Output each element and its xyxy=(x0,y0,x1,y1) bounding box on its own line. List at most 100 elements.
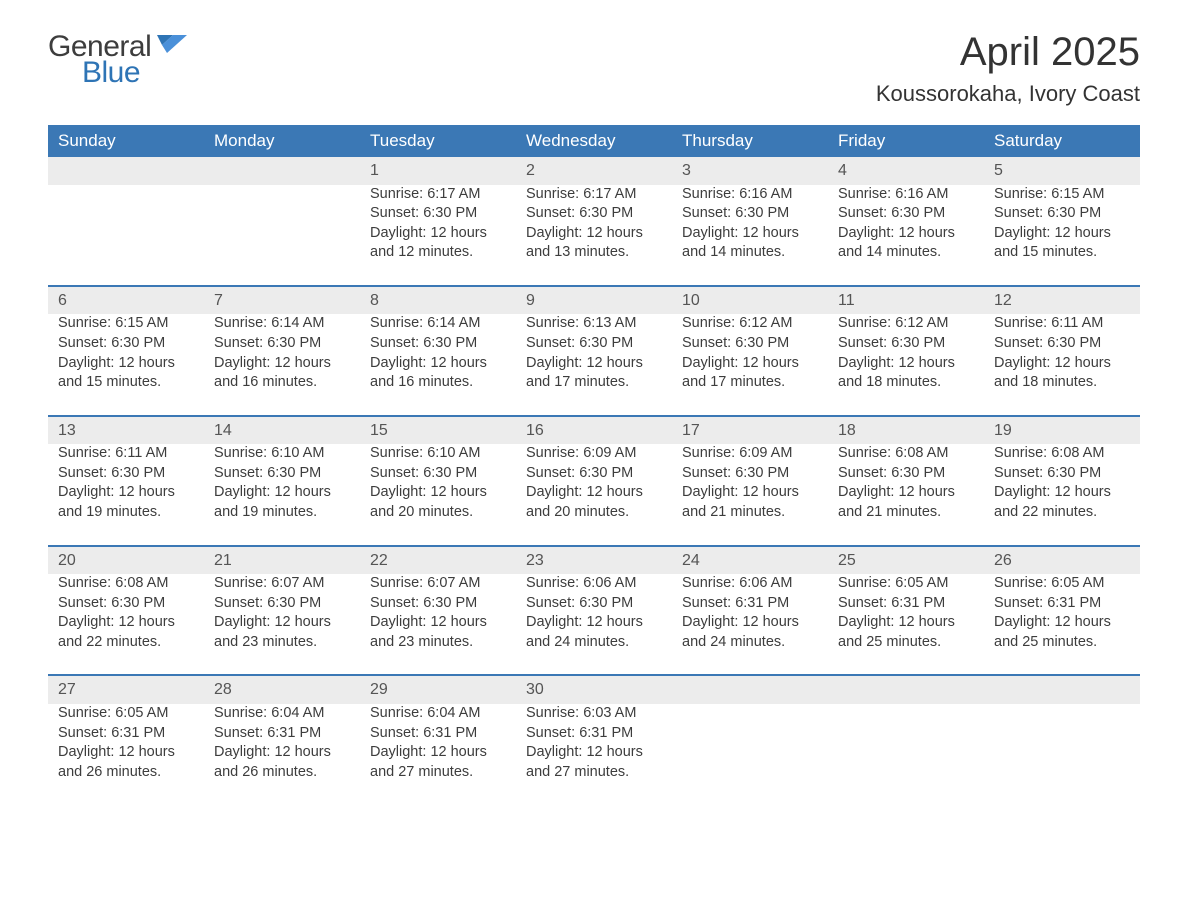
sunrise-line: Sunrise: 6:15 AM xyxy=(58,314,194,334)
day-number-row: 27282930 xyxy=(48,675,1140,704)
sunrise-line: Sunrise: 6:05 AM xyxy=(994,574,1130,594)
sunset-line: Sunset: 6:31 PM xyxy=(994,594,1130,614)
sunset-line: Sunset: 6:30 PM xyxy=(526,464,662,484)
day-cell: Sunrise: 6:17 AMSunset: 6:30 PMDaylight:… xyxy=(516,185,672,286)
sunrise-line: Sunrise: 6:10 AM xyxy=(370,444,506,464)
day-number: 7 xyxy=(204,286,360,315)
daylight-line: Daylight: 12 hours and 22 minutes. xyxy=(58,613,194,652)
sunrise-line: Sunrise: 6:03 AM xyxy=(526,704,662,724)
day-cell: Sunrise: 6:10 AMSunset: 6:30 PMDaylight:… xyxy=(360,444,516,545)
daylight-line: Daylight: 12 hours and 19 minutes. xyxy=(58,483,194,522)
sunrise-line: Sunrise: 6:11 AM xyxy=(58,444,194,464)
sunset-line: Sunset: 6:30 PM xyxy=(838,334,974,354)
daylight-line: Daylight: 12 hours and 24 minutes. xyxy=(682,613,818,652)
sunrise-line: Sunrise: 6:12 AM xyxy=(682,314,818,334)
day-cell: Sunrise: 6:16 AMSunset: 6:30 PMDaylight:… xyxy=(828,185,984,286)
daylight-line: Daylight: 12 hours and 12 minutes. xyxy=(370,224,506,263)
day-number: 24 xyxy=(672,546,828,575)
sunrise-line: Sunrise: 6:09 AM xyxy=(526,444,662,464)
sunset-line: Sunset: 6:30 PM xyxy=(682,334,818,354)
day-number: 1 xyxy=(360,157,516,185)
day-number xyxy=(672,675,828,704)
sunset-line: Sunset: 6:30 PM xyxy=(214,594,350,614)
sunrise-line: Sunrise: 6:11 AM xyxy=(994,314,1130,334)
day-cell: Sunrise: 6:16 AMSunset: 6:30 PMDaylight:… xyxy=(672,185,828,286)
daylight-line: Daylight: 12 hours and 18 minutes. xyxy=(838,354,974,393)
sunset-line: Sunset: 6:30 PM xyxy=(682,204,818,224)
weekday-header: Monday xyxy=(204,125,360,157)
sunset-line: Sunset: 6:30 PM xyxy=(58,464,194,484)
sunrise-line: Sunrise: 6:14 AM xyxy=(214,314,350,334)
daylight-line: Daylight: 12 hours and 23 minutes. xyxy=(214,613,350,652)
day-number: 17 xyxy=(672,416,828,445)
sunrise-line: Sunrise: 6:13 AM xyxy=(526,314,662,334)
day-number: 14 xyxy=(204,416,360,445)
sunset-line: Sunset: 6:30 PM xyxy=(58,594,194,614)
day-details-row: Sunrise: 6:08 AMSunset: 6:30 PMDaylight:… xyxy=(48,574,1140,675)
sunrise-line: Sunrise: 6:06 AM xyxy=(526,574,662,594)
sunset-line: Sunset: 6:30 PM xyxy=(994,464,1130,484)
sunrise-line: Sunrise: 6:05 AM xyxy=(58,704,194,724)
day-cell: Sunrise: 6:07 AMSunset: 6:30 PMDaylight:… xyxy=(204,574,360,675)
sunrise-line: Sunrise: 6:17 AM xyxy=(370,185,506,205)
day-number: 27 xyxy=(48,675,204,704)
sunrise-line: Sunrise: 6:08 AM xyxy=(838,444,974,464)
day-number: 29 xyxy=(360,675,516,704)
day-cell: Sunrise: 6:08 AMSunset: 6:30 PMDaylight:… xyxy=(984,444,1140,545)
daylight-line: Daylight: 12 hours and 15 minutes. xyxy=(994,224,1130,263)
day-cell: Sunrise: 6:05 AMSunset: 6:31 PMDaylight:… xyxy=(984,574,1140,675)
daylight-line: Daylight: 12 hours and 16 minutes. xyxy=(214,354,350,393)
sunset-line: Sunset: 6:30 PM xyxy=(526,594,662,614)
day-cell: Sunrise: 6:10 AMSunset: 6:30 PMDaylight:… xyxy=(204,444,360,545)
sunrise-line: Sunrise: 6:09 AM xyxy=(682,444,818,464)
day-cell: Sunrise: 6:05 AMSunset: 6:31 PMDaylight:… xyxy=(828,574,984,675)
day-cell xyxy=(204,185,360,286)
day-cell: Sunrise: 6:08 AMSunset: 6:30 PMDaylight:… xyxy=(48,574,204,675)
daylight-line: Daylight: 12 hours and 17 minutes. xyxy=(682,354,818,393)
daylight-line: Daylight: 12 hours and 22 minutes. xyxy=(994,483,1130,522)
calendar-table: SundayMondayTuesdayWednesdayThursdayFrid… xyxy=(48,125,1140,804)
day-number: 12 xyxy=(984,286,1140,315)
day-cell: Sunrise: 6:12 AMSunset: 6:30 PMDaylight:… xyxy=(672,314,828,415)
weekday-header: Friday xyxy=(828,125,984,157)
day-cell: Sunrise: 6:15 AMSunset: 6:30 PMDaylight:… xyxy=(984,185,1140,286)
sunset-line: Sunset: 6:30 PM xyxy=(682,464,818,484)
day-cell: Sunrise: 6:09 AMSunset: 6:30 PMDaylight:… xyxy=(516,444,672,545)
day-details-row: Sunrise: 6:11 AMSunset: 6:30 PMDaylight:… xyxy=(48,444,1140,545)
day-number: 18 xyxy=(828,416,984,445)
sunset-line: Sunset: 6:30 PM xyxy=(838,464,974,484)
sunrise-line: Sunrise: 6:07 AM xyxy=(214,574,350,594)
daylight-line: Daylight: 12 hours and 20 minutes. xyxy=(526,483,662,522)
sunrise-line: Sunrise: 6:15 AM xyxy=(994,185,1130,205)
day-cell: Sunrise: 6:06 AMSunset: 6:30 PMDaylight:… xyxy=(516,574,672,675)
calendar-body: 12345 Sunrise: 6:17 AMSunset: 6:30 PMDay… xyxy=(48,157,1140,804)
day-number: 20 xyxy=(48,546,204,575)
weekday-header: Thursday xyxy=(672,125,828,157)
daylight-line: Daylight: 12 hours and 27 minutes. xyxy=(526,743,662,782)
daylight-line: Daylight: 12 hours and 15 minutes. xyxy=(58,354,194,393)
day-cell: Sunrise: 6:15 AMSunset: 6:30 PMDaylight:… xyxy=(48,314,204,415)
sunrise-line: Sunrise: 6:17 AM xyxy=(526,185,662,205)
sunset-line: Sunset: 6:31 PM xyxy=(370,724,506,744)
sunset-line: Sunset: 6:31 PM xyxy=(58,724,194,744)
day-cell: Sunrise: 6:17 AMSunset: 6:30 PMDaylight:… xyxy=(360,185,516,286)
sunset-line: Sunset: 6:30 PM xyxy=(370,464,506,484)
day-number: 26 xyxy=(984,546,1140,575)
daylight-line: Daylight: 12 hours and 26 minutes. xyxy=(214,743,350,782)
weekday-header: Saturday xyxy=(984,125,1140,157)
daylight-line: Daylight: 12 hours and 25 minutes. xyxy=(994,613,1130,652)
day-number: 30 xyxy=(516,675,672,704)
daylight-line: Daylight: 12 hours and 21 minutes. xyxy=(838,483,974,522)
day-number: 3 xyxy=(672,157,828,185)
daylight-line: Daylight: 12 hours and 13 minutes. xyxy=(526,224,662,263)
header: General Blue April 2025 Koussorokaha, Iv… xyxy=(48,30,1140,107)
day-details-row: Sunrise: 6:05 AMSunset: 6:31 PMDaylight:… xyxy=(48,704,1140,804)
daylight-line: Daylight: 12 hours and 20 minutes. xyxy=(370,483,506,522)
day-number: 15 xyxy=(360,416,516,445)
sunset-line: Sunset: 6:30 PM xyxy=(214,334,350,354)
day-number: 4 xyxy=(828,157,984,185)
title-block: April 2025 Koussorokaha, Ivory Coast xyxy=(876,30,1140,107)
day-cell: Sunrise: 6:09 AMSunset: 6:30 PMDaylight:… xyxy=(672,444,828,545)
sunrise-line: Sunrise: 6:05 AM xyxy=(838,574,974,594)
sunrise-line: Sunrise: 6:08 AM xyxy=(58,574,194,594)
